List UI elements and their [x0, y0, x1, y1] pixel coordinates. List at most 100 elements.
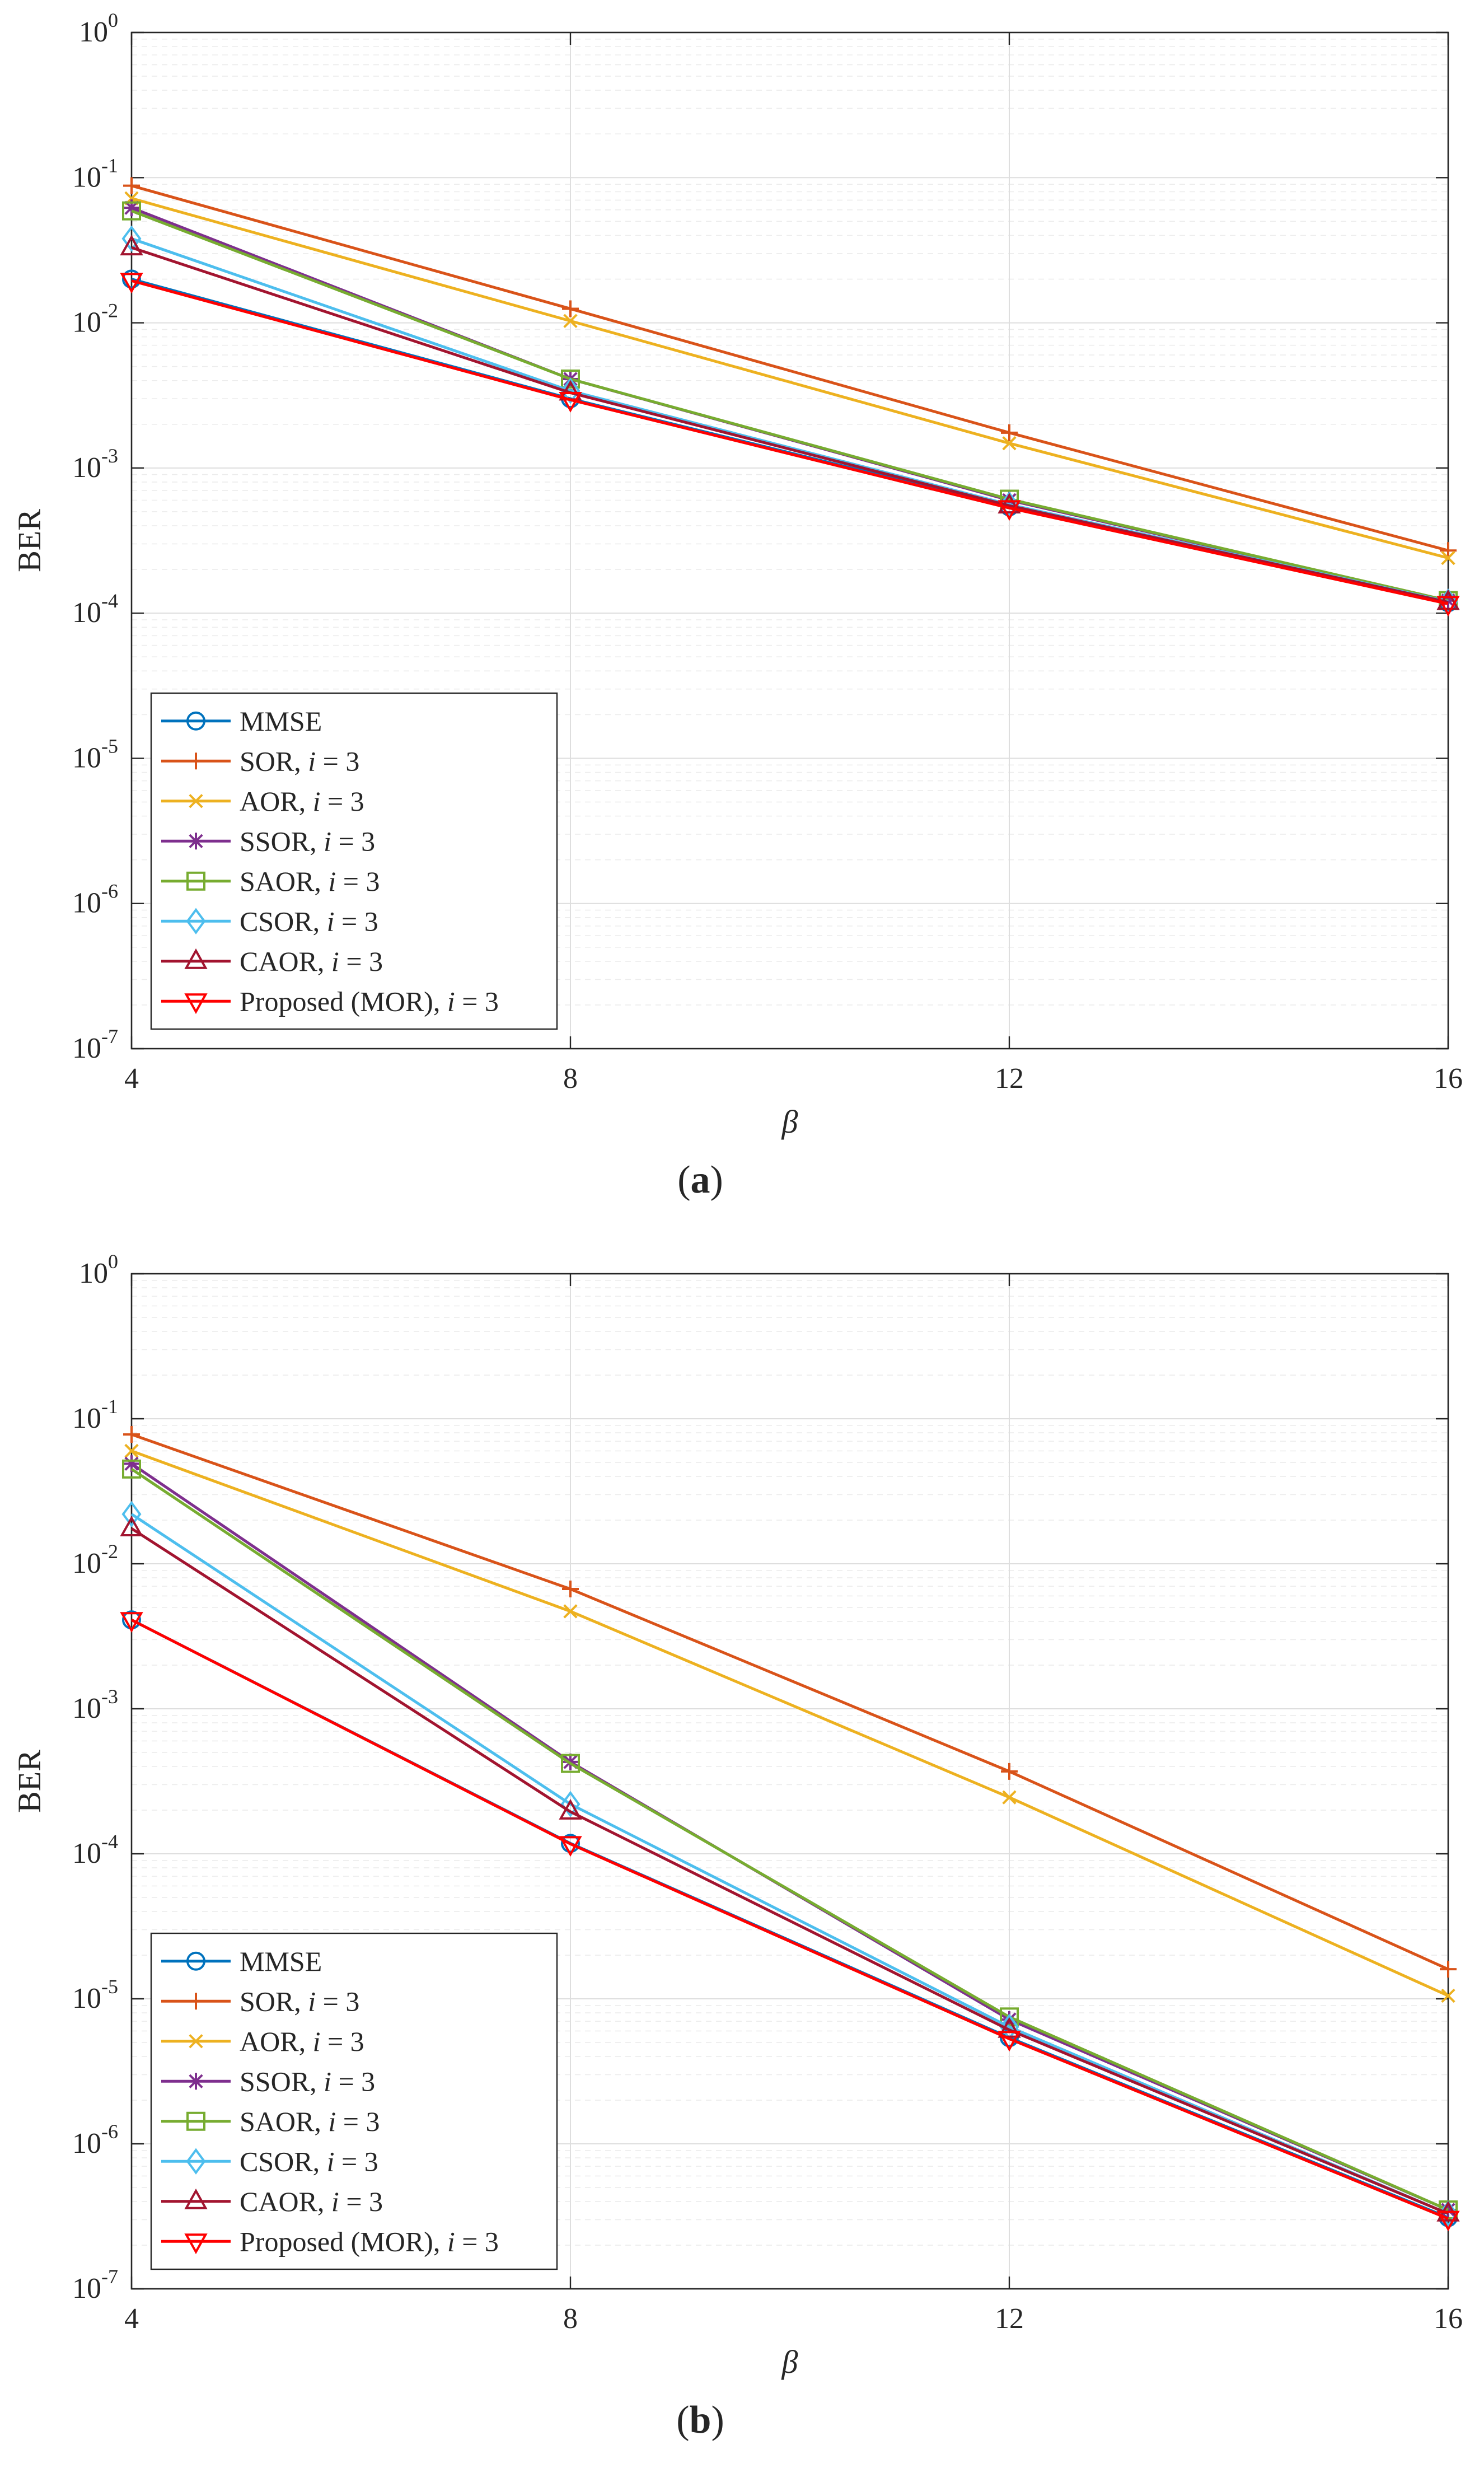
panel-paren-close: ): [711, 2399, 724, 2442]
legend-iteration-value: = 3: [455, 2226, 499, 2257]
legend-iteration-value: = 3: [335, 2146, 378, 2177]
legend-series-name: SOR,: [240, 1985, 308, 2017]
y-tick-label: 10-4: [72, 590, 118, 629]
series-line: [131, 197, 1449, 559]
y-tick-label: 10-3: [72, 1685, 118, 1724]
data-point-star: [1440, 2201, 1457, 2219]
y-tick-base: 10: [72, 1693, 101, 1724]
legend-series-name: CSOR,: [240, 2146, 327, 2177]
legend-iteration-value: = 3: [335, 905, 378, 937]
legend-label: SSOR, i = 3: [240, 2065, 375, 2097]
legend-item: CSOR, i = 3: [161, 905, 378, 937]
y-tick-exponent: -2: [101, 1540, 118, 1563]
data-point-triangle-down: [120, 273, 143, 294]
legend-label: SAOR, i = 3: [240, 2106, 380, 2137]
x-tick-label: 4: [124, 1063, 139, 1095]
y-tick-exponent: -7: [101, 2265, 118, 2288]
legend-label: Proposed (MOR), i = 3: [240, 2226, 499, 2257]
grid: [131, 1273, 1449, 2289]
y-tick-exponent: -6: [101, 880, 118, 903]
legend-marker-circle: [186, 711, 205, 731]
axes-box: [130, 1273, 1449, 2290]
data-point-plus: [562, 300, 579, 317]
legend-item: AOR, i = 3: [161, 2026, 364, 2057]
x-axis-ticks: 4 8 12 16: [124, 32, 1463, 1095]
y-tick-exponent: -6: [101, 2120, 118, 2143]
series-line: [130, 1467, 1449, 2212]
legend-iteration-value: = 3: [455, 985, 499, 1017]
y-tick-base: 10: [72, 307, 101, 339]
y-tick-exponent: 0: [108, 1250, 118, 1273]
y-tick-exponent: -7: [101, 1025, 118, 1048]
legend-iteration-var: i: [313, 786, 321, 817]
legend-iteration-value: = 3: [320, 786, 364, 817]
x-axis-title: β: [781, 1104, 798, 1140]
legend-box: [150, 1932, 558, 2270]
legend-series-name: Proposed (MOR),: [240, 985, 447, 1017]
legend-label: MMSE: [240, 1946, 322, 1977]
y-tick-exponent: -4: [101, 1830, 118, 1853]
axes-box: [130, 31, 1449, 1050]
data-point-star: [123, 199, 140, 217]
legend-label: CAOR, i = 3: [240, 2186, 383, 2217]
y-tick-label: 100: [79, 1250, 118, 1289]
data-point-triangle-up: [1436, 589, 1460, 610]
legend-series-name: CAOR,: [240, 2186, 331, 2217]
y-tick-base: 10: [72, 2273, 101, 2305]
legend-iteration-value: = 3: [320, 2026, 364, 2057]
y-axis-title: BER: [11, 1750, 48, 1813]
legend-marker-square: [186, 2111, 205, 2131]
data-point-circle: [561, 1834, 580, 1853]
legend-iteration-var: i: [327, 2146, 335, 2177]
data-point-star: [123, 1455, 140, 1473]
y-tick-exponent: 0: [108, 9, 118, 31]
legend-iteration-value: = 3: [336, 2106, 380, 2137]
series-line: [130, 1619, 1449, 2220]
y-tick-label: 10-2: [72, 1540, 118, 1579]
legend-item: MMSE: [161, 705, 322, 737]
y-tick-exponent: -1: [101, 154, 118, 176]
legend-label: AOR, i = 3: [240, 2026, 364, 2057]
y-tick-label: 10-2: [72, 300, 118, 339]
legend-item: CSOR, i = 3: [161, 2146, 378, 2177]
y-tick-base: 10: [72, 597, 101, 629]
legend-iteration-var: i: [331, 2186, 339, 2217]
legend-label: SOR, i = 3: [240, 745, 359, 777]
y-tick-base: 10: [72, 2128, 101, 2160]
x-tick-label: 4: [124, 2303, 139, 2335]
series-aor: [124, 191, 1455, 565]
data-point-triangle-up: [998, 493, 1021, 514]
data-point-triangle-down: [1436, 2210, 1460, 2232]
data-point-diamond: [560, 1791, 581, 1817]
y-tick-exponent: -5: [101, 735, 118, 757]
legend-label: Proposed (MOR), i = 3: [240, 985, 499, 1017]
legend-series-name: CSOR,: [240, 905, 327, 937]
y-tick-label: 10-6: [72, 2120, 118, 2160]
data-point-diamond: [121, 225, 142, 252]
legend-marker-x: [189, 794, 203, 808]
legend-marker-square: [186, 871, 205, 891]
legend-label: SSOR, i = 3: [240, 825, 375, 857]
series-line: [131, 246, 1449, 604]
legend-label: CAOR, i = 3: [240, 946, 383, 977]
legend-iteration-value: = 3: [339, 2186, 383, 2217]
data-point-triangle-up: [120, 1516, 143, 1537]
legend-iteration-value: = 3: [331, 825, 375, 857]
data-point-triangle-down: [559, 1836, 582, 1857]
legend-label: CSOR, i = 3: [240, 2146, 378, 2177]
y-axis-title: BER: [11, 509, 48, 572]
data-point-square: [561, 1754, 580, 1773]
x-tick-label: 8: [563, 2303, 578, 2335]
legend-series-name: SOR,: [240, 745, 308, 777]
data-point-x: [124, 1443, 139, 1459]
y-tick-label: 10-5: [72, 1975, 118, 2014]
y-tick-base: 10: [79, 1258, 108, 1289]
data-point-plus: [1440, 542, 1457, 559]
legend-iteration-var: i: [324, 2065, 331, 2097]
legend-iteration-var: i: [328, 2106, 336, 2137]
y-tick-label: 10-4: [72, 1830, 118, 1869]
x-tick-label: 16: [1434, 2303, 1463, 2335]
